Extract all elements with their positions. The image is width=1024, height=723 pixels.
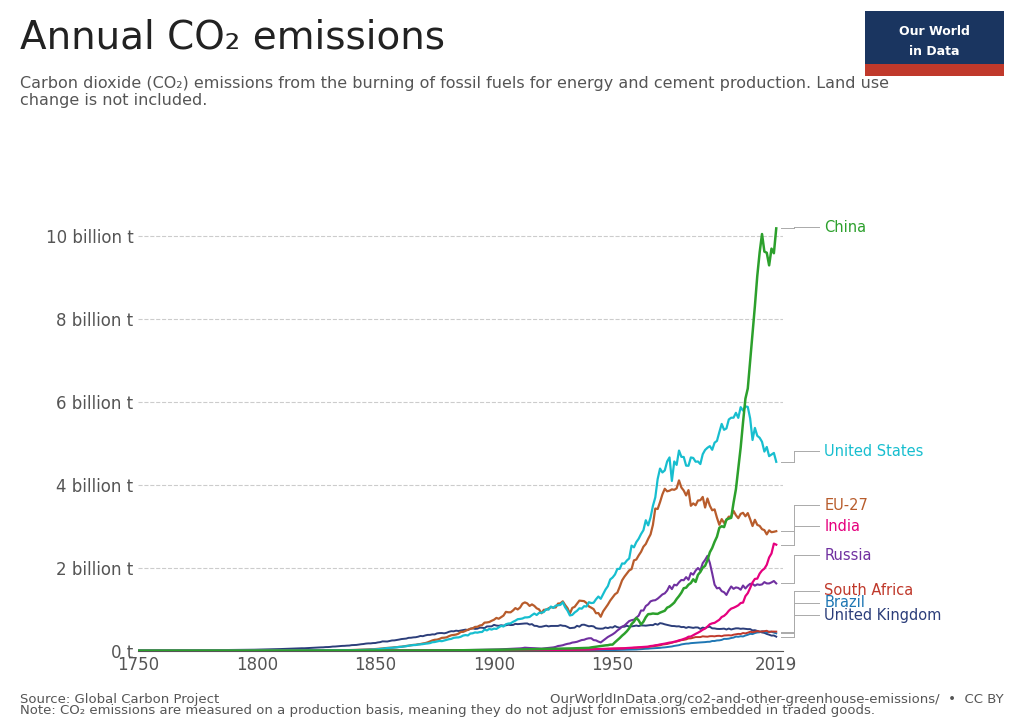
Text: in Data: in Data — [909, 45, 959, 58]
Bar — [865, 11, 1004, 64]
Text: South Africa: South Africa — [824, 583, 913, 598]
Text: Annual CO₂ emissions: Annual CO₂ emissions — [20, 18, 445, 56]
Text: Source: Global Carbon Project: Source: Global Carbon Project — [20, 693, 220, 706]
Text: Carbon dioxide (CO₂) emissions from the burning of fossil fuels for energy and c: Carbon dioxide (CO₂) emissions from the … — [20, 76, 890, 108]
Text: Russia: Russia — [824, 548, 871, 562]
Text: China: China — [824, 220, 866, 235]
Text: Our World: Our World — [899, 25, 970, 38]
Text: Note: CO₂ emissions are measured on a production basis, meaning they do not adju: Note: CO₂ emissions are measured on a pr… — [20, 704, 876, 717]
Text: United States: United States — [824, 444, 924, 459]
Text: EU-27: EU-27 — [824, 498, 868, 513]
Text: India: India — [824, 518, 860, 534]
Text: United Kingdom: United Kingdom — [824, 608, 942, 623]
Text: Brazil: Brazil — [824, 596, 865, 610]
Text: OurWorldInData.org/co2-and-other-greenhouse-emissions/  •  CC BY: OurWorldInData.org/co2-and-other-greenho… — [550, 693, 1004, 706]
Bar — [865, 64, 1004, 76]
